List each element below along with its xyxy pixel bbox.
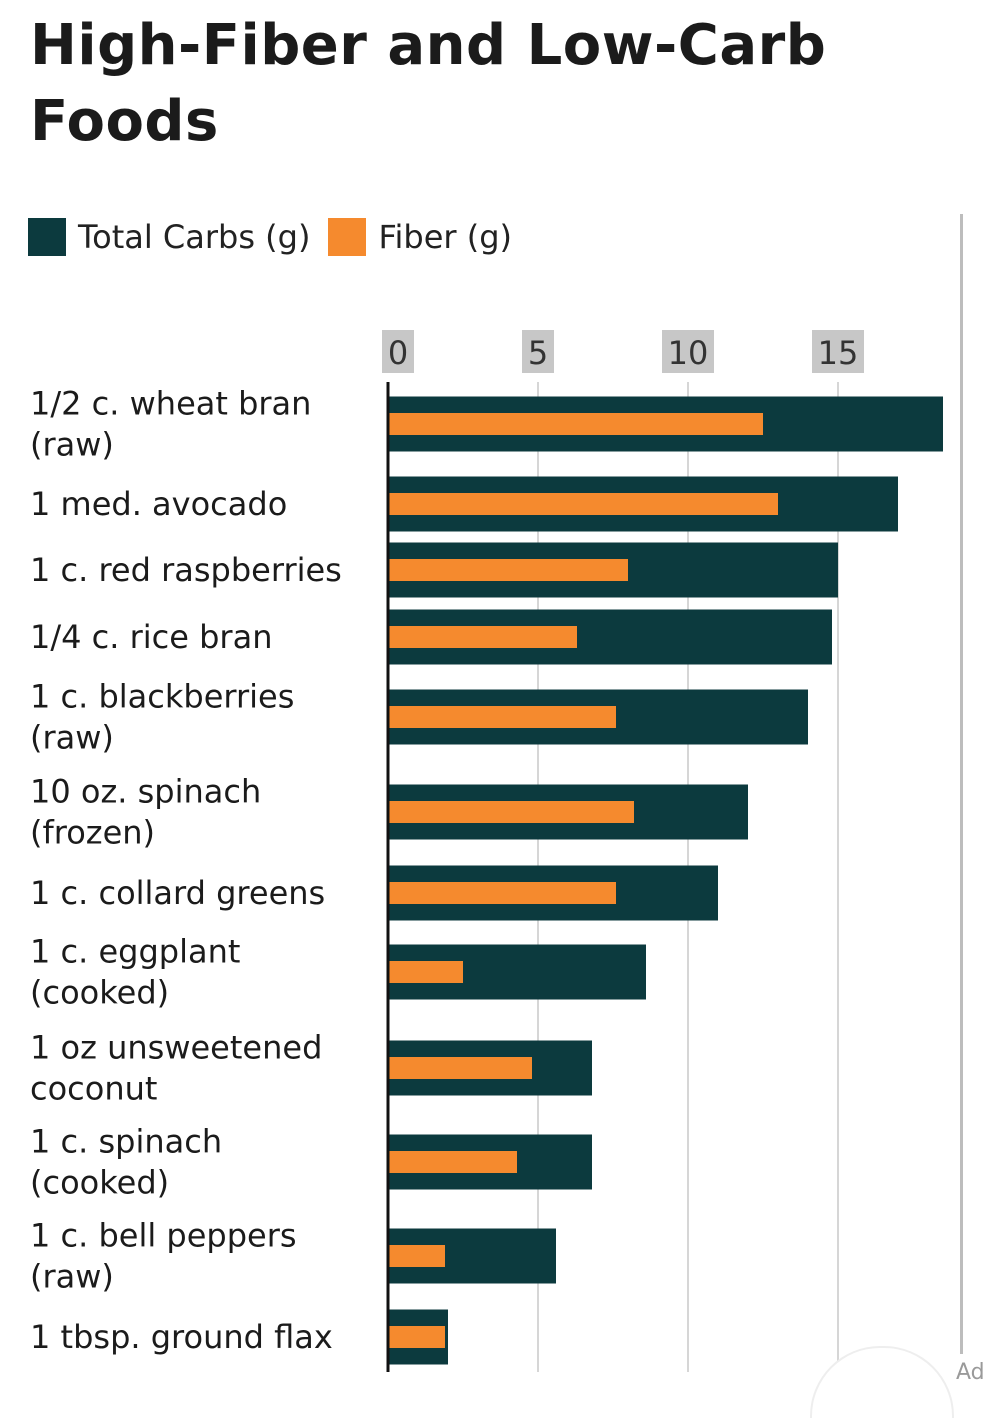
bar-fiber-8 (388, 1057, 532, 1079)
bar-fiber-4 (388, 706, 616, 728)
bar-fiber-7 (388, 961, 463, 983)
category-label-7-line-0: 1 c. eggplant (30, 933, 240, 971)
legend-label-fiber: Fiber (g) (378, 218, 513, 256)
bar-fiber-1 (388, 493, 778, 515)
page-divider (960, 214, 963, 1354)
x-tick-label-10: 10 (668, 334, 709, 372)
x-tick-label-5: 5 (528, 334, 548, 372)
category-label-3: 1/4 c. rice bran (30, 618, 272, 656)
bar-fiber-0 (388, 413, 763, 435)
bar-fiber-6 (388, 882, 616, 904)
legend-swatch-total-carbs (28, 218, 66, 256)
chart-legend: Total Carbs (g) Fiber (g) (28, 214, 530, 260)
category-label-0-line-1: (raw) (30, 426, 114, 464)
bar-fiber-5 (388, 801, 634, 823)
corner-ad-label: Ad (956, 1360, 985, 1385)
category-label-2: 1 c. red raspberries (30, 551, 342, 589)
category-label-5-line-0: 10 oz. spinach (30, 773, 261, 811)
category-label-10-line-1: (raw) (30, 1258, 114, 1296)
legend-swatch-fiber (328, 218, 367, 256)
tick-bg-5 (522, 330, 554, 373)
tick-bg-10 (662, 330, 714, 373)
category-label-9-line-1: (cooked) (30, 1164, 169, 1202)
tick-bg-0 (382, 330, 414, 373)
category-label-8-line-1: coconut (30, 1070, 157, 1108)
bar-fiber-2 (388, 559, 628, 581)
bar-fiber-3 (388, 626, 577, 648)
chart-title: High-Fiber and Low-Carb Foods (30, 13, 827, 154)
legend-item-fiber: Fiber (g) (328, 218, 512, 256)
category-label-0-line-0: 1/2 c. wheat bran (30, 385, 311, 423)
x-tick-label-15: 15 (818, 334, 859, 372)
bar-chart: 0 5 10 151/2 c. wheat bran(raw)1 med. avoca… (30, 330, 943, 1372)
category-label-9-line-0: 1 c. spinach (30, 1123, 222, 1161)
category-label-11: 1 tbsp. ground flax (30, 1318, 333, 1356)
category-label-6: 1 c. collard greens (30, 874, 325, 912)
category-label-7-line-1: (cooked) (30, 974, 169, 1012)
category-label-4-line-1: (raw) (30, 719, 114, 757)
category-label-5-line-1: (frozen) (30, 814, 155, 852)
legend-item-total-carbs: Total Carbs (g) (28, 218, 310, 256)
category-label-8-line-0: 1 oz unsweetened (30, 1029, 322, 1067)
category-label-1: 1 med. avocado (30, 485, 287, 523)
bar-fiber-9 (388, 1151, 517, 1173)
tick-bg-15 (812, 330, 864, 373)
category-label-10-line-0: 1 c. bell peppers (30, 1217, 297, 1255)
legend-label-total-carbs: Total Carbs (g) (78, 218, 311, 256)
x-tick-label-0: 0 (388, 334, 408, 372)
category-label-4-line-0: 1 c. blackberries (30, 678, 294, 716)
bar-fiber-10 (388, 1245, 445, 1267)
bar-fiber-11 (388, 1326, 445, 1348)
